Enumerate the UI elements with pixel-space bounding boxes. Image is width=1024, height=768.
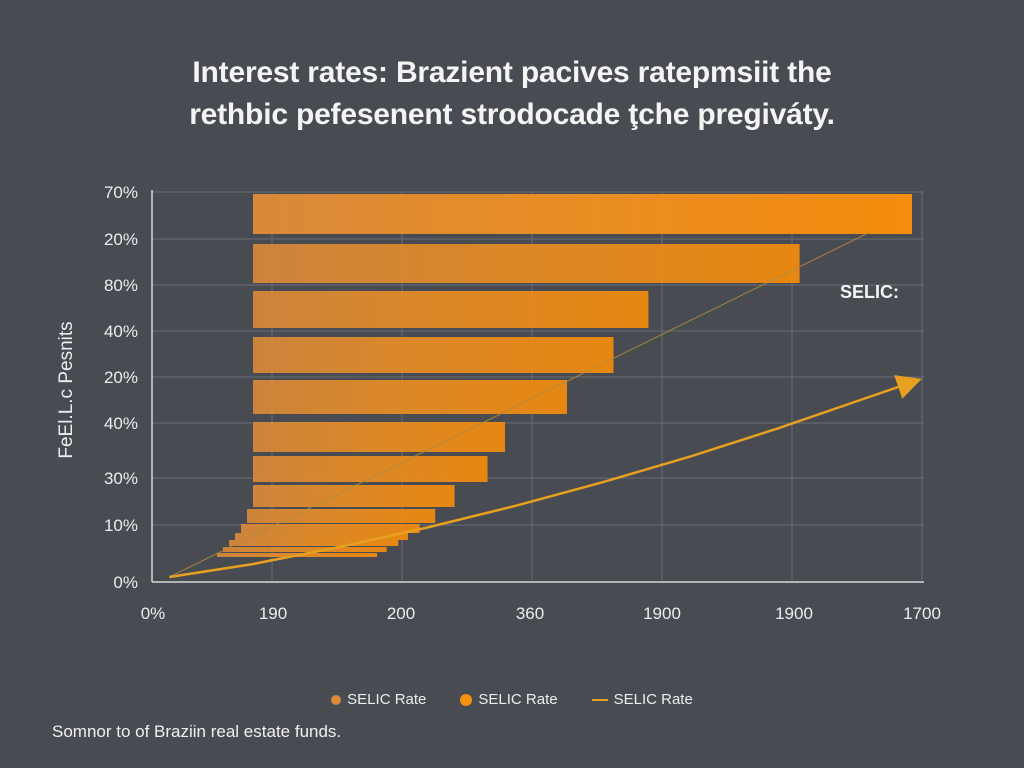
bar — [253, 380, 567, 414]
legend-swatch-dot — [331, 694, 342, 705]
x-tick-label: 1700 — [903, 604, 941, 623]
lines-group — [169, 232, 922, 579]
y-tick-label: 10% — [104, 516, 138, 535]
title-line-2: rethbic pefesenent strodocade ţche pregi… — [189, 98, 835, 131]
legend-swatch-line — [591, 698, 608, 701]
bar — [235, 533, 409, 540]
chart-title: Interest rates: Brazient pacives ratepms… — [0, 52, 1024, 136]
legend-swatch-dot — [460, 693, 473, 706]
axes — [151, 190, 924, 583]
legend-item-3: SELIC Rate — [591, 691, 693, 708]
bar — [247, 509, 436, 523]
x-tick-label: 1900 — [775, 604, 813, 623]
y-tick-label: 40% — [104, 414, 138, 433]
y-tick-label: 70% — [104, 183, 138, 202]
bar — [229, 540, 399, 546]
legend-label: SELIC Rate — [613, 691, 693, 708]
bar — [253, 291, 649, 328]
y-tick-label: 20% — [104, 368, 138, 387]
bar — [253, 485, 455, 507]
y-tick-labels: 70% 20% 80% 40% 20% 40% 30% 10% 0% — [104, 183, 138, 592]
legend: SELIC Rate SELIC Rate SELIC Rate — [0, 691, 1024, 708]
x-tick-label: 190 — [259, 604, 287, 623]
selic-annotation: SELIC: — [840, 282, 899, 302]
x-tick-labels: 0% 190 200 360 1900 1900 1700 — [141, 604, 941, 623]
trend-line — [169, 232, 869, 578]
title-line-1: Interest rates: Brazient pacives ratepms… — [192, 56, 832, 89]
y-tick-label: 80% — [104, 276, 138, 295]
selic-rate-line — [169, 375, 922, 579]
y-tick-label: 0% — [113, 573, 138, 592]
bar — [253, 337, 614, 373]
bar — [253, 244, 800, 283]
bar — [223, 547, 387, 552]
y-tick-label: 40% — [104, 322, 138, 341]
bar — [253, 422, 505, 452]
y-tick-label: 30% — [104, 469, 138, 488]
y-tick-label: 20% — [104, 230, 138, 249]
x-tick-label: 0% — [141, 604, 166, 623]
caption: Somnor to of Braziin real estate funds. — [52, 722, 342, 741]
x-tick-label: 200 — [387, 604, 415, 623]
legend-label: SELIC Rate — [478, 691, 558, 708]
x-tick-label: 1900 — [643, 604, 681, 623]
y-axis-label: FeEl.L.c Pesnits — [56, 321, 77, 458]
bar — [241, 524, 420, 533]
legend-label: SELIC Rate — [347, 691, 427, 708]
legend-item-2: SELIC Rate — [460, 691, 558, 708]
x-tick-label: 360 — [516, 604, 544, 623]
bar — [253, 194, 912, 234]
legend-item-1: SELIC Rate — [331, 691, 426, 708]
